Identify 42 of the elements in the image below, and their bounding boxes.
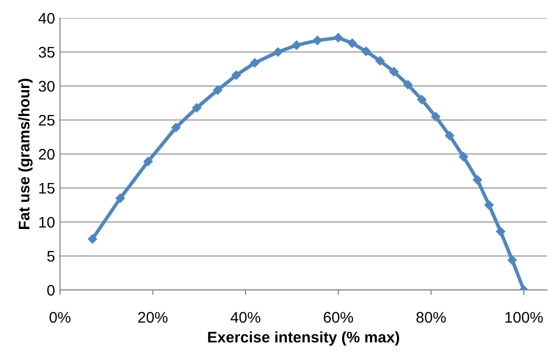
point	[192, 103, 202, 112]
point	[389, 67, 399, 76]
point	[496, 226, 506, 236]
point	[458, 152, 468, 162]
y-tick-label: 15	[39, 183, 54, 194]
point	[348, 38, 357, 48]
x-tick-label: 40%	[230, 312, 260, 323]
point	[484, 200, 494, 210]
point	[431, 112, 440, 122]
point	[361, 46, 371, 56]
x-tick-label: 20%	[138, 312, 168, 323]
x-tick-label: 0%	[50, 312, 70, 323]
y-axis-title: Fat use (grams/hour)	[18, 78, 33, 229]
point	[292, 40, 302, 50]
x-tick-label: 80%	[416, 312, 446, 323]
x-tick-label: 100%	[505, 312, 543, 323]
point	[417, 94, 426, 104]
y-tick-label: 35	[38, 46, 54, 58]
point	[171, 122, 181, 132]
y-tick-label: 20	[38, 148, 55, 160]
y-tick-label: 5	[47, 251, 54, 262]
y-tick-label: 25	[38, 114, 54, 126]
x-tick-label: 60%	[324, 312, 354, 323]
point	[250, 58, 260, 68]
point	[273, 47, 283, 57]
y-tick-label: 30	[38, 80, 55, 92]
point	[312, 36, 322, 46]
x-axis-title: Exercise intensity (% max)	[208, 331, 400, 346]
point	[213, 85, 222, 95]
point	[403, 80, 412, 90]
point	[375, 56, 385, 66]
y-tick-label: 0	[47, 284, 55, 296]
point	[444, 131, 454, 140]
point	[472, 175, 482, 184]
point	[88, 234, 98, 244]
point	[116, 194, 125, 203]
point	[144, 156, 153, 166]
y-tick-label: 10	[39, 216, 55, 228]
y-tick-label: 40	[38, 12, 55, 24]
point	[508, 255, 517, 265]
point	[232, 70, 241, 80]
point	[334, 33, 343, 42]
